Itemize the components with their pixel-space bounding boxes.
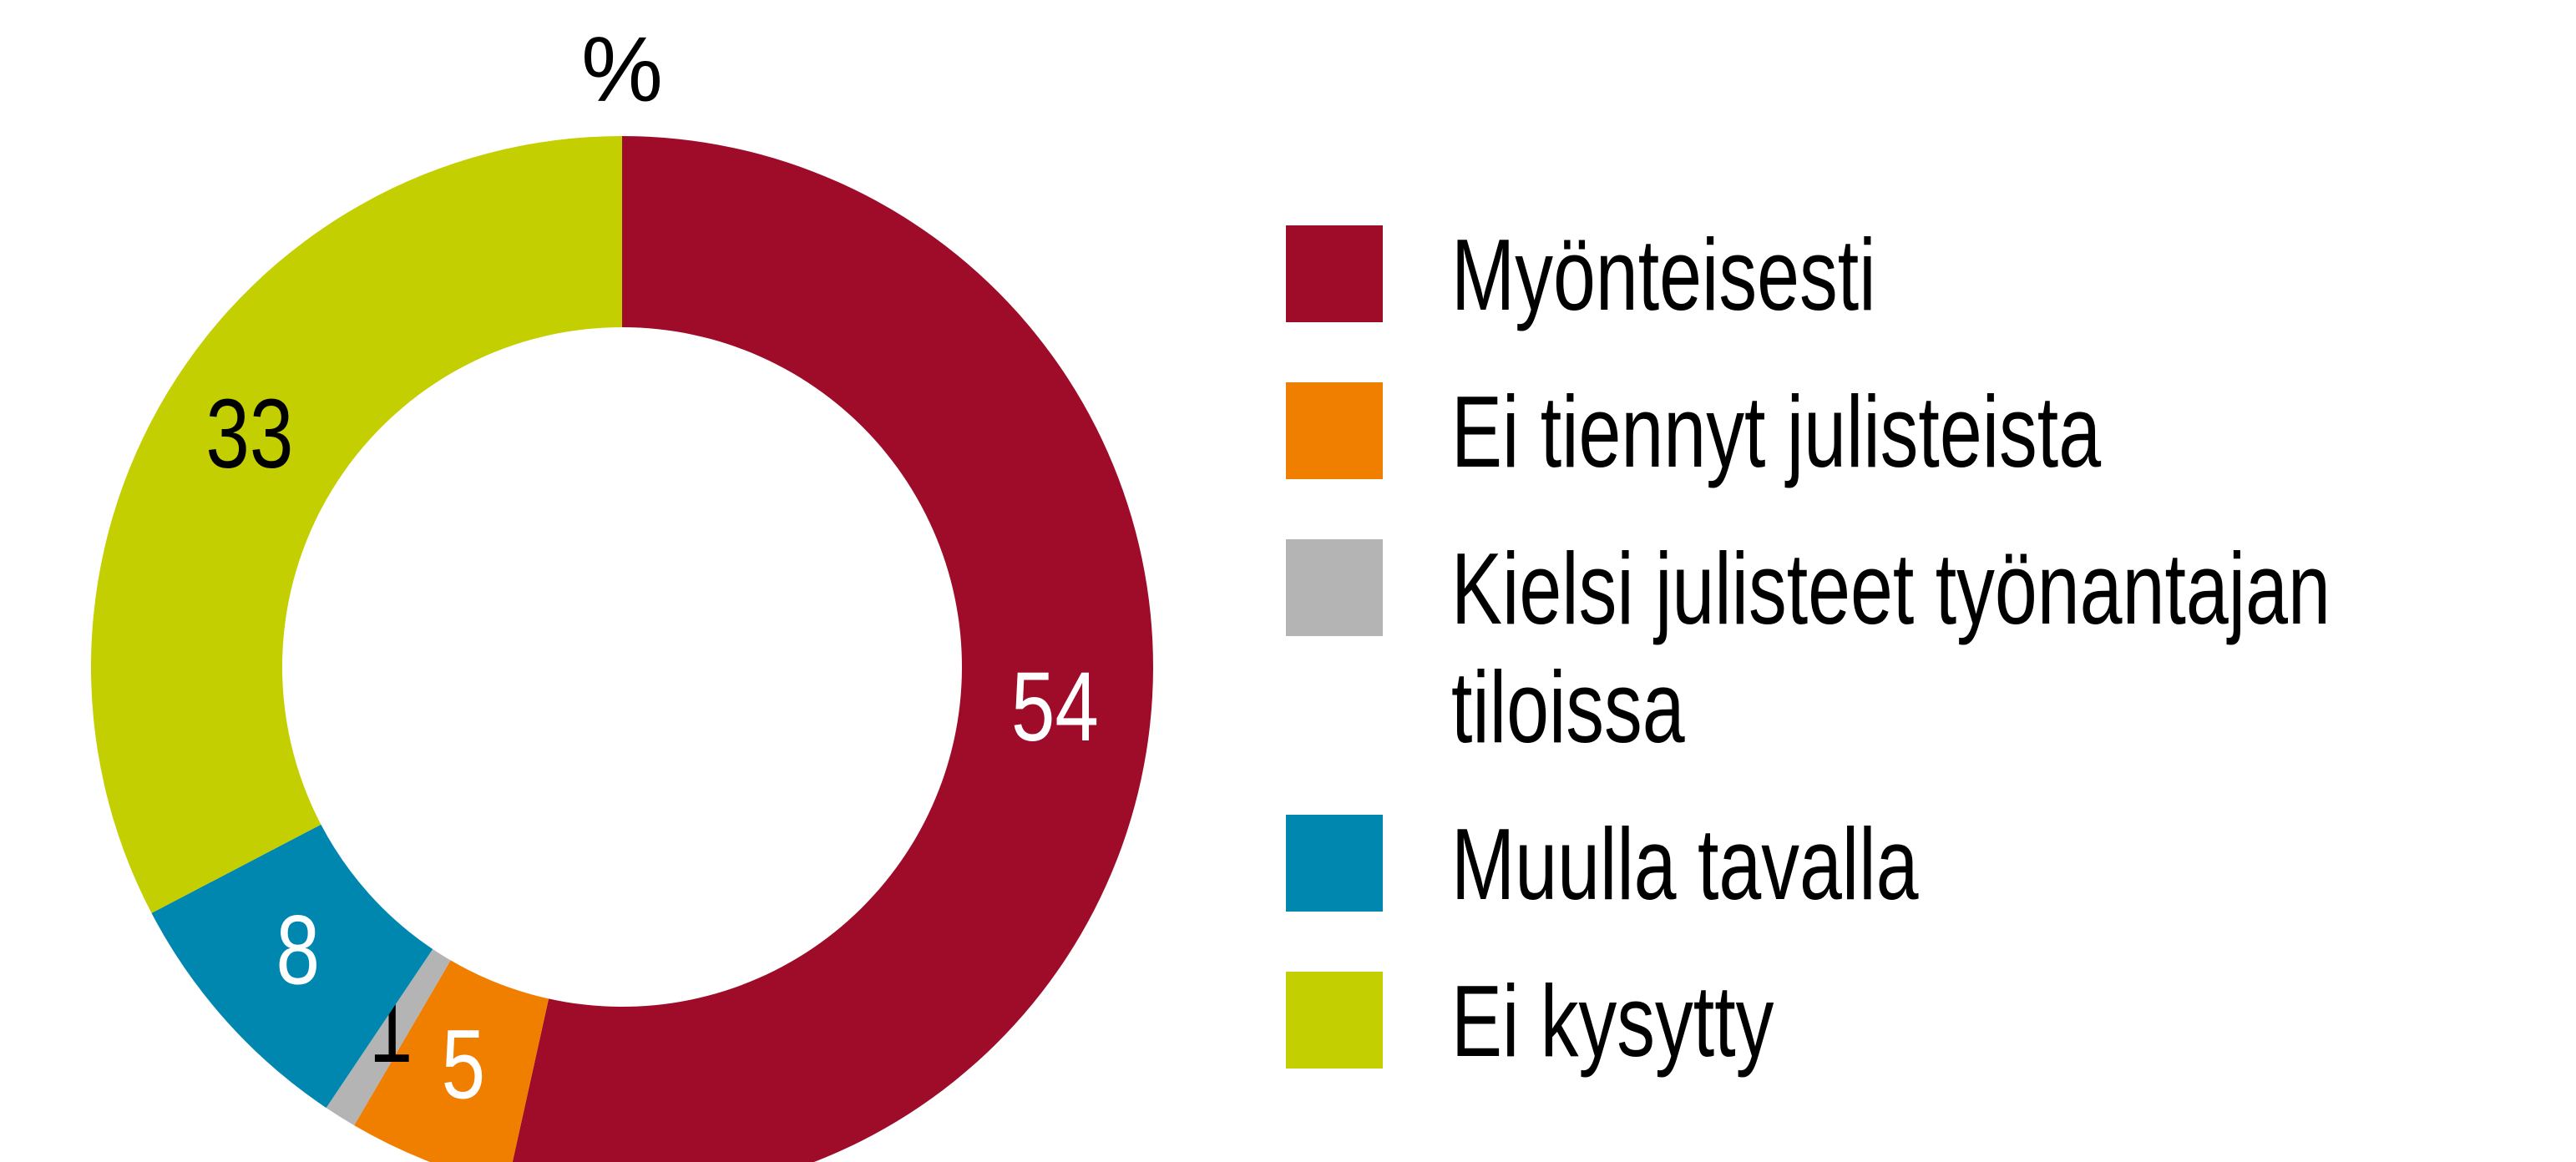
legend-label: Ei kysytty [1451,964,1774,1078]
legend-label: Muulla tavalla [1451,807,1919,921]
legend-item: Ei tiennyt julisteista [1286,375,2491,491]
data-label: 5 [442,1009,485,1120]
donut-slice [90,135,622,913]
legend-swatch [1286,539,1383,636]
legend-label: Myönteisesti [1451,218,1876,331]
data-label: 8 [276,894,319,1005]
legend-swatch [1286,972,1383,1069]
donut-slice [326,948,451,1126]
donut-slice [512,136,1153,1162]
chart-title: % [581,18,663,121]
legend-item: Ei kysytty [1286,964,2491,1080]
legend-swatch [1286,225,1383,322]
legend-item: Muulla tavalla [1286,807,2491,923]
donut-slice [151,824,433,1109]
legend-swatch [1286,815,1383,912]
data-label: 33 [205,378,293,489]
legend-label: Ei tiennyt julisteista [1451,375,2102,488]
data-label: 54 [1011,651,1099,762]
donut-slice [354,960,549,1162]
legend-label: Kielsi julisteet työnantajan tiloissa [1451,532,2331,764]
legend-item: Kielsi julisteet työnantajan tiloissa [1286,532,2491,766]
legend: Myönteisesti Ei tiennyt julisteista Kielsi… [1286,218,2491,1129]
legend-item: Myönteisesti [1286,218,2491,334]
legend-swatch [1286,382,1383,479]
